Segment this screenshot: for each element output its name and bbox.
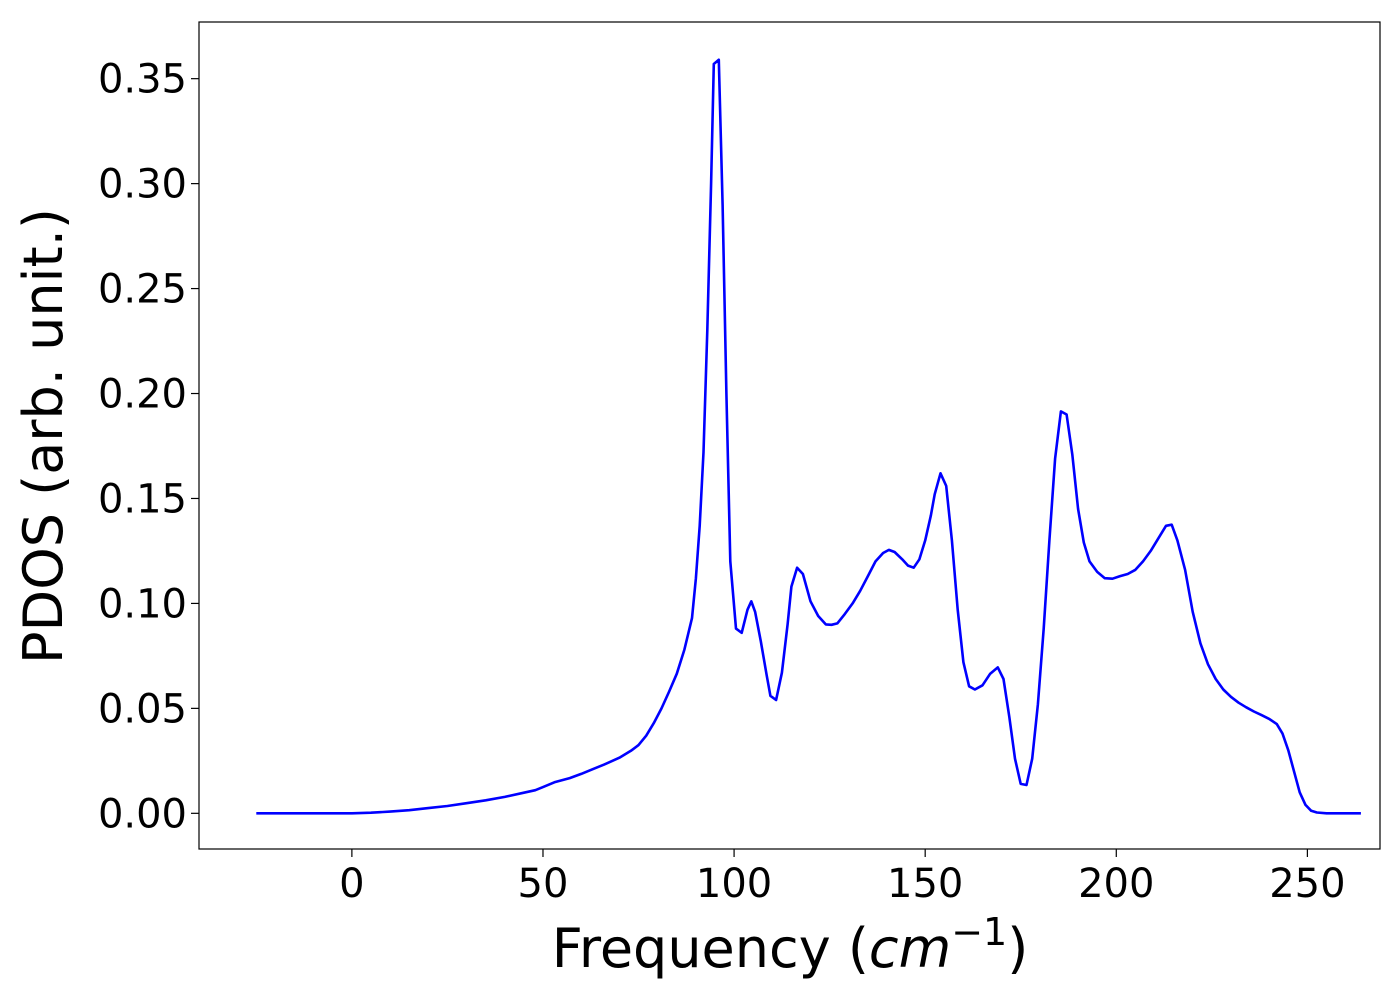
x-tick-label: 200: [1078, 861, 1154, 907]
series-layer: [256, 58, 1361, 815]
y-tick-label: 0.05: [98, 686, 187, 732]
x-axis-label: Frequency (cm−1): [552, 910, 1029, 980]
y-tick-label: 0.10: [98, 581, 187, 627]
y-tick-label: 0.00: [98, 791, 187, 837]
y-tick-label: 0.20: [98, 372, 187, 418]
y-axis-ticks: 0.00 0.05 0.10 0.15 0.20 0.25 0.30 0.35: [98, 57, 199, 837]
pdos-series-line: [256, 58, 1361, 815]
x-tick-label: 50: [518, 861, 569, 907]
y-tick-label: 0.35: [98, 57, 187, 103]
plot-frame: [198, 21, 1381, 850]
y-tick-label: 0.30: [98, 162, 187, 208]
x-tick-label: 150: [887, 861, 963, 907]
y-tick-label: 0.25: [98, 267, 187, 313]
y-tick-label: 0.15: [98, 476, 187, 522]
x-axis-ticks: 0 50 100 150 200 250: [339, 849, 1346, 907]
y-axis-label: PDOS (arb. unit.): [12, 208, 75, 664]
x-tick-label: 250: [1269, 861, 1345, 907]
x-tick-label: 100: [696, 861, 772, 907]
x-tick-label: 0: [339, 861, 364, 907]
